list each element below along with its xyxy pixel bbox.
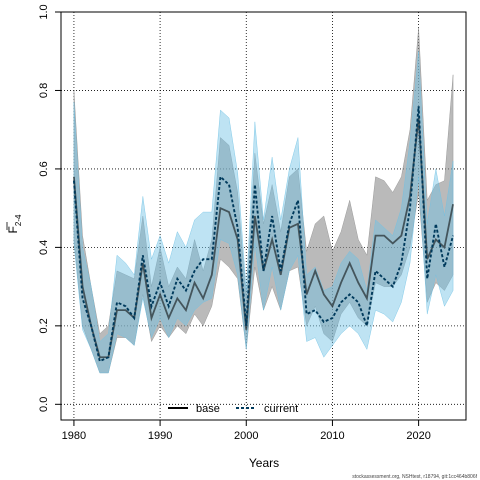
svg-text:F2-4: F2-4 [6, 214, 23, 233]
x-axis: 1980 1990 2000 2010 2020 [62, 420, 431, 442]
y-axis-title-main: F [6, 226, 20, 233]
x-tick-label: 2000 [234, 430, 258, 442]
legend-label-current: current [264, 403, 298, 415]
band-current [73, 51, 454, 374]
y-axis-title-sub: 2-4 [14, 214, 23, 226]
y-tick-label: 0.4 [38, 240, 50, 255]
line-current [72, 106, 454, 363]
legend-label-base: base [196, 403, 220, 415]
x-tick-label: 2010 [320, 430, 344, 442]
x-tick-label: 2020 [406, 430, 430, 442]
x-axis-title: Years [249, 456, 279, 470]
y-axis: 0.0 0.2 0.4 0.6 0.8 1.0 [38, 4, 61, 412]
y-tick-label: 1.0 [38, 4, 50, 19]
y-tick-label: 0.2 [38, 318, 50, 333]
y-tick-label: 0.6 [38, 161, 50, 176]
confidence-bands [73, 27, 454, 374]
plot-frame [60, 11, 467, 421]
y-tick-label: 0.0 [38, 397, 50, 412]
y-axis-title: F2-4 [6, 214, 23, 233]
watermark: stockassessment.org, NSHtest, r18794, gi… [352, 474, 477, 480]
y-tick-label: 0.8 [38, 83, 50, 98]
legend: base current [168, 403, 298, 415]
x-tick-label: 1980 [62, 430, 86, 442]
x-tick-label: 1990 [148, 430, 172, 442]
series-lines [72, 106, 454, 363]
